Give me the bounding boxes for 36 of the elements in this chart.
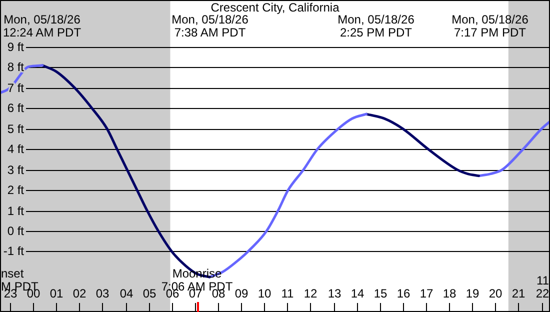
y-tick-label: 3 ft [7,162,25,177]
y-tick-label: -1 ft [3,244,25,258]
x-tick-label: 13 [328,286,342,300]
x-tick-label: 18 [442,286,456,300]
chart-title: Crescent City, California [210,0,340,14]
y-tick-label: 2 ft [7,182,25,197]
y-tick-label: 8 ft [7,60,25,74]
x-tick-label: 16 [396,286,410,300]
x-tick-label: 02 [72,286,86,300]
x-tick-label: 14 [350,286,364,300]
annotation: Mon, 05/18/26 7:17 PM PDT [452,12,529,40]
y-tick-label: 1 ft [7,204,25,218]
y-tick-label: 0 ft [7,224,25,238]
x-tick-label: 22 [536,286,550,300]
x-tick-label: 19 [466,286,480,300]
x-tick-label: 03 [96,286,110,300]
x-tick-label: 12 [304,286,318,300]
x-tick-label: 15 [374,286,388,300]
x-tick-label: 04 [120,286,134,300]
x-tick-label: 05 [142,286,156,300]
x-tick-label: 17 [420,286,434,300]
annotation: Mon, 05/18/26 2:25 PM PDT [338,12,415,40]
y-tick-label: 9 ft [7,40,25,54]
annotation: Mon, 05/18/26 7:38 AM PDT [172,12,249,40]
y-tick-label: 4 ft [7,142,25,156]
x-tick-label: 11 [281,286,294,300]
x-tick-label: 20 [488,286,502,300]
y-tick-label: 6 ft [7,100,25,115]
x-tick-label: 21 [512,286,526,300]
annotation: Mon, 05/18/26 12:24 AM PDT [2,12,82,40]
annotation: 11 [536,273,550,288]
x-tick-label: 09 [234,286,248,300]
x-tick-label: 01 [50,286,64,300]
y-tick-label: 7 ft [7,80,25,95]
x-tick-label: 10 [258,286,272,300]
y-tick-label: 5 ft [7,122,25,136]
